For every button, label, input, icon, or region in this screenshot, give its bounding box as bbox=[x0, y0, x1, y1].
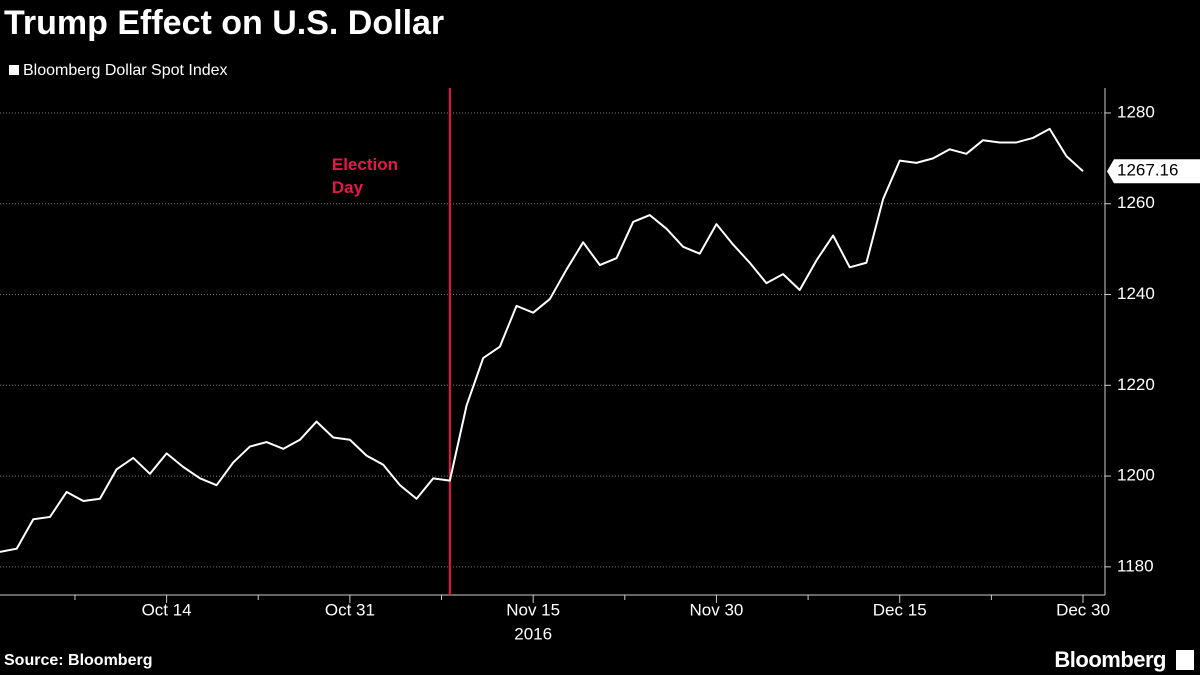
x-tick-label: Dec 30 bbox=[1056, 600, 1110, 619]
y-tick-label: 1220 bbox=[1117, 375, 1155, 394]
y-tick-label: 1240 bbox=[1117, 284, 1155, 303]
y-tick-label: 1280 bbox=[1117, 102, 1155, 121]
x-tick-label: Oct 14 bbox=[142, 600, 192, 619]
last-value-label: 1267.16 bbox=[1117, 161, 1178, 180]
chart-title: Trump Effect on U.S. Dollar bbox=[4, 4, 444, 42]
y-tick-label: 1180 bbox=[1117, 556, 1154, 575]
y-tick-label: 1200 bbox=[1117, 466, 1155, 485]
y-tick-label: 1260 bbox=[1117, 193, 1155, 212]
legend-swatch bbox=[9, 65, 19, 75]
x-sublabel: 2016 bbox=[514, 624, 552, 643]
series-line bbox=[0, 127, 1084, 553]
annotation: Election Day bbox=[332, 155, 398, 197]
brand-icon bbox=[1176, 650, 1194, 670]
x-tick-label: Nov 30 bbox=[690, 600, 744, 619]
x-tick-label: Oct 31 bbox=[325, 600, 375, 619]
legend-label: Bloomberg Dollar Spot Index bbox=[23, 62, 228, 79]
last-value-box bbox=[1107, 159, 1200, 184]
source: Source: Bloomberg bbox=[4, 652, 152, 669]
x-tick-label: Dec 15 bbox=[873, 600, 927, 619]
x-tick-label: Nov 15 bbox=[506, 600, 560, 619]
brand: Bloomberg bbox=[1054, 647, 1166, 672]
